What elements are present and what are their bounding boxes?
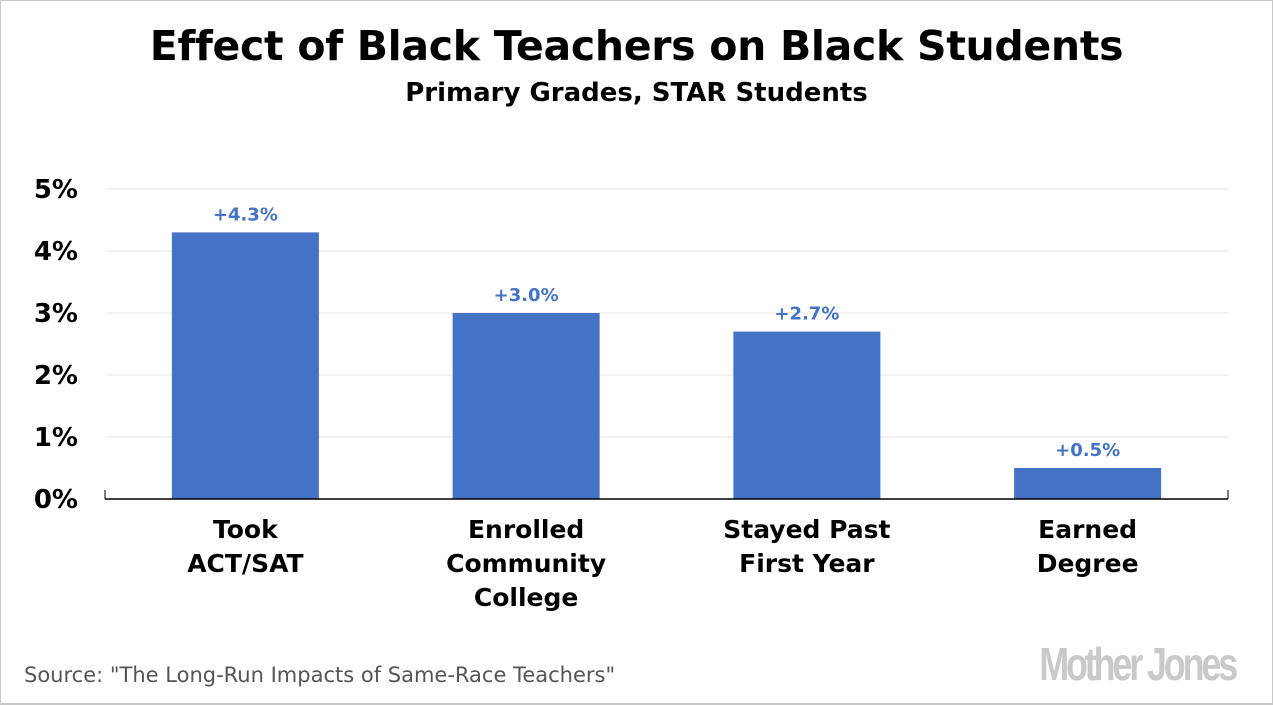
x-tick-label: Took xyxy=(213,515,279,544)
mother-jones-logo: Mother Jones xyxy=(1039,638,1238,690)
data-label: +2.7% xyxy=(774,304,839,325)
chart-subtitle: Primary Grades, STAR Students xyxy=(405,78,868,108)
x-tick-label: Stayed Past xyxy=(723,515,890,544)
x-tick-label: First Year xyxy=(739,549,875,578)
data-label: +0.5% xyxy=(1055,440,1120,461)
x-tick-label: Earned xyxy=(1038,515,1137,544)
y-tick-label: 1% xyxy=(34,423,78,453)
y-tick-label: 4% xyxy=(34,237,78,267)
y-tick-label: 3% xyxy=(34,299,78,329)
x-tick-label: ACT/SAT xyxy=(187,549,303,578)
bar xyxy=(1014,468,1162,499)
x-tick-label: Community xyxy=(446,549,606,578)
chart-title: Effect of Black Teachers on Black Studen… xyxy=(149,22,1124,70)
x-tick-label: Enrolled xyxy=(468,515,584,544)
bar xyxy=(171,232,319,499)
x-tick-label: Degree xyxy=(1037,549,1139,578)
bar xyxy=(452,313,600,499)
bar xyxy=(733,331,881,499)
data-label: +3.0% xyxy=(494,285,559,306)
data-label: +4.3% xyxy=(213,204,278,225)
y-tick-label: 2% xyxy=(34,361,78,391)
y-tick-label: 5% xyxy=(34,175,78,205)
source-note: Source: "The Long-Run Impacts of Same-Ra… xyxy=(24,663,616,687)
y-tick-label: 0% xyxy=(34,485,78,515)
x-tick-label: College xyxy=(474,583,578,612)
